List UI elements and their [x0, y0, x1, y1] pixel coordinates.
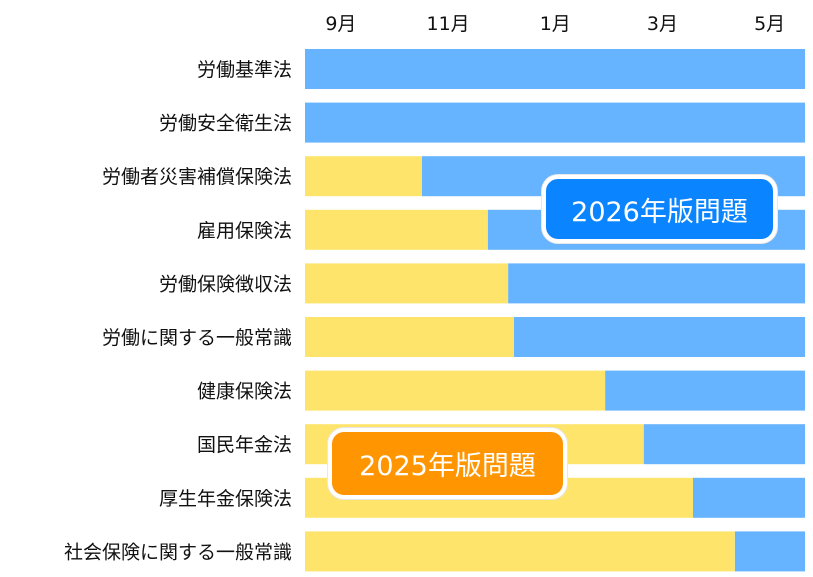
- x-tick-label: 3月: [647, 13, 678, 35]
- bar-2025-segment: [305, 156, 422, 197]
- x-tick-label: 5月: [754, 13, 785, 35]
- category-label: 厚生年金保険法: [159, 488, 292, 510]
- bar-2026-segment: [692, 477, 805, 518]
- bar-2025-segment: [305, 209, 488, 250]
- category-label: 労働保険徴収法: [159, 273, 292, 295]
- bar-2025-segment: [305, 370, 606, 411]
- category-label: 労働安全衛生法: [159, 113, 292, 135]
- bar-2026-segment: [734, 531, 805, 572]
- bar-2025-segment: [305, 263, 509, 304]
- bar-2025-segment: [305, 531, 735, 572]
- category-label: 雇用保険法: [197, 220, 292, 242]
- category-label: 労働基準法: [197, 59, 292, 81]
- category-label: 社会保険に関する一般常識: [64, 541, 292, 563]
- legend-badge-2025: 2025年版問題: [328, 428, 567, 499]
- x-tick-label: 11月: [426, 13, 469, 35]
- bar-2026-segment: [514, 317, 805, 357]
- bar-2026-segment: [305, 49, 805, 89]
- x-tick-label: 1月: [540, 13, 571, 35]
- category-label: 国民年金法: [197, 434, 292, 456]
- legend-badge-2026: 2026年版問題: [542, 175, 777, 243]
- category-label: 労働者災害補償保険法: [102, 166, 292, 188]
- bar-2025-segment: [305, 317, 515, 357]
- bar-2026-segment: [643, 424, 805, 465]
- x-tick-label: 9月: [325, 13, 356, 35]
- category-label: 健康保険法: [197, 381, 292, 403]
- category-label: 労働に関する一般常識: [102, 327, 292, 349]
- bar-2026-segment: [508, 263, 805, 304]
- bar-2026-segment: [305, 102, 805, 143]
- bar-2026-segment: [605, 370, 805, 411]
